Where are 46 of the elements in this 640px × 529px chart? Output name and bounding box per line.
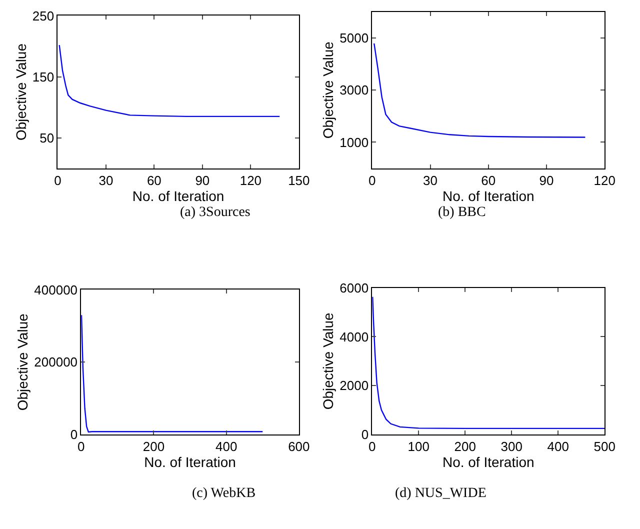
text: (b) BBC: [438, 205, 486, 220]
x-tick-label: 500: [594, 439, 616, 454]
x-tick-label: 600: [288, 439, 310, 454]
x-tick-label: 30: [98, 172, 114, 188]
x-tick-label: 120: [240, 172, 262, 188]
x-tick-label: 400: [215, 439, 238, 454]
x-tick-label: 150: [288, 172, 310, 188]
y-axis-title: Objective Value: [13, 43, 30, 141]
x-axis-title: No. of Iteration: [442, 454, 534, 470]
y-tick-label: 1000: [340, 134, 369, 150]
x-tick-label: 60: [481, 172, 496, 188]
x-tick-label: 90: [195, 172, 210, 188]
y-tick-label: 400000: [34, 282, 78, 298]
line-series: [374, 42, 586, 138]
line-series: [81, 314, 264, 433]
line-series: [372, 296, 605, 430]
x-tick-label: 120: [594, 172, 616, 188]
x-axis-title: No. of Iteration: [132, 188, 224, 204]
text: (d) NUS_WIDE: [395, 486, 486, 501]
y-tick-label: 5000: [340, 30, 369, 46]
x-tick-label: 100: [408, 439, 430, 454]
x-tick-label: 400: [547, 439, 569, 454]
y-tick-label: 0: [70, 427, 78, 442]
x-tick-label: 60: [146, 172, 162, 188]
y-tick-label: 250: [32, 8, 54, 24]
y-tick-label: 3000: [340, 82, 369, 98]
y-tick-label: 150: [32, 69, 54, 84]
y-axis-title: Objective Value: [320, 41, 336, 139]
y-tick-label: 6000: [340, 280, 369, 296]
x-tick-label: 200: [454, 439, 476, 454]
y-tick-label: 2000: [340, 378, 369, 394]
x-tick-label: 300: [500, 439, 522, 454]
x-tick-label: 90: [539, 172, 554, 188]
y-tick-label: 200000: [34, 354, 78, 370]
y-tick-label: 4000: [340, 329, 369, 344]
x-axis-title: No. of Iteration: [442, 188, 534, 204]
y-tick-label: 0: [361, 427, 369, 442]
x-tick-label: 200: [142, 439, 165, 454]
y-tick-label: 50: [40, 130, 54, 146]
text: (a) 3Sources: [180, 205, 250, 220]
line-series: [58, 44, 280, 118]
text: (c) WebKB: [192, 486, 256, 501]
y-axis-title: Objective Value: [14, 313, 31, 411]
x-tick-label: 30: [423, 172, 438, 188]
x-axis-title: No. of Iteration: [144, 454, 236, 470]
y-axis-title: Objective Value: [320, 312, 336, 410]
